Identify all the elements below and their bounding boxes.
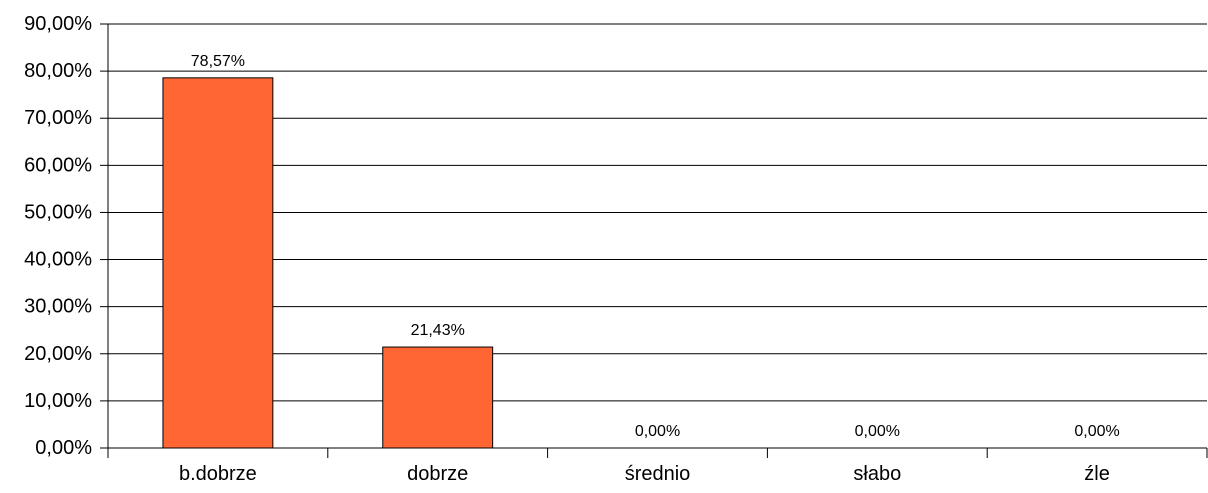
category-label-0: b.dobrze bbox=[179, 463, 257, 485]
data-label-3: 0,00% bbox=[855, 423, 900, 440]
axes bbox=[100, 23, 1208, 458]
bars bbox=[162, 77, 494, 449]
labels: 0,00% 10,00% 20,00% 30,00% 40,00% 50,00% 60,00… bbox=[24, 13, 1120, 485]
y-tick-label: 0,00% bbox=[35, 437, 92, 459]
bar-0 bbox=[162, 77, 274, 449]
y-tick-label: 50,00% bbox=[24, 201, 92, 223]
data-label-4: 0,00% bbox=[1074, 423, 1119, 440]
y-tick-label: 40,00% bbox=[24, 249, 92, 271]
data-label-1: 21,43% bbox=[411, 322, 465, 339]
y-tick-label: 80,00% bbox=[24, 60, 92, 82]
data-label-0: 78,57% bbox=[191, 53, 245, 70]
category-label-2: średnio bbox=[625, 463, 691, 485]
category-label-3: słabo bbox=[853, 463, 901, 485]
y-tick-label: 90,00% bbox=[24, 13, 92, 35]
data-label-2: 0,00% bbox=[635, 423, 680, 440]
y-tick-label: 20,00% bbox=[24, 343, 92, 365]
category-label-1: dobrze bbox=[407, 463, 468, 485]
y-tick-label: 10,00% bbox=[24, 390, 92, 412]
y-tick-label: 60,00% bbox=[24, 154, 92, 176]
category-label-4: źle bbox=[1084, 463, 1110, 485]
grid-lines bbox=[108, 23, 1207, 402]
bar-1 bbox=[382, 346, 494, 449]
y-tick-label: 30,00% bbox=[24, 296, 92, 318]
y-tick-label: 70,00% bbox=[24, 107, 92, 129]
